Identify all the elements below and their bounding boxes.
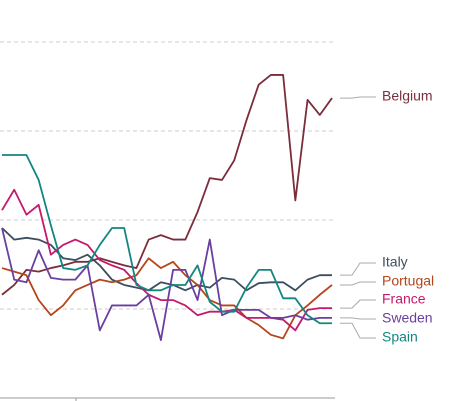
series-line [1, 257, 333, 340]
series-label: Portugal [382, 273, 434, 289]
leader-line [340, 96, 376, 99]
series-label: Italy [382, 254, 408, 270]
leader-line [340, 262, 376, 276]
series-label: Spain [382, 329, 418, 345]
series-line [2, 154, 332, 325]
series-label: France [382, 291, 426, 307]
series-line [1, 74, 333, 296]
series-label: Sweden [382, 310, 433, 326]
series-label: Belgium [382, 88, 433, 104]
leader-line [340, 281, 376, 286]
leader-line [340, 299, 376, 309]
leader-line [340, 322, 376, 339]
leader-line [340, 317, 376, 320]
series-line [1, 227, 332, 342]
